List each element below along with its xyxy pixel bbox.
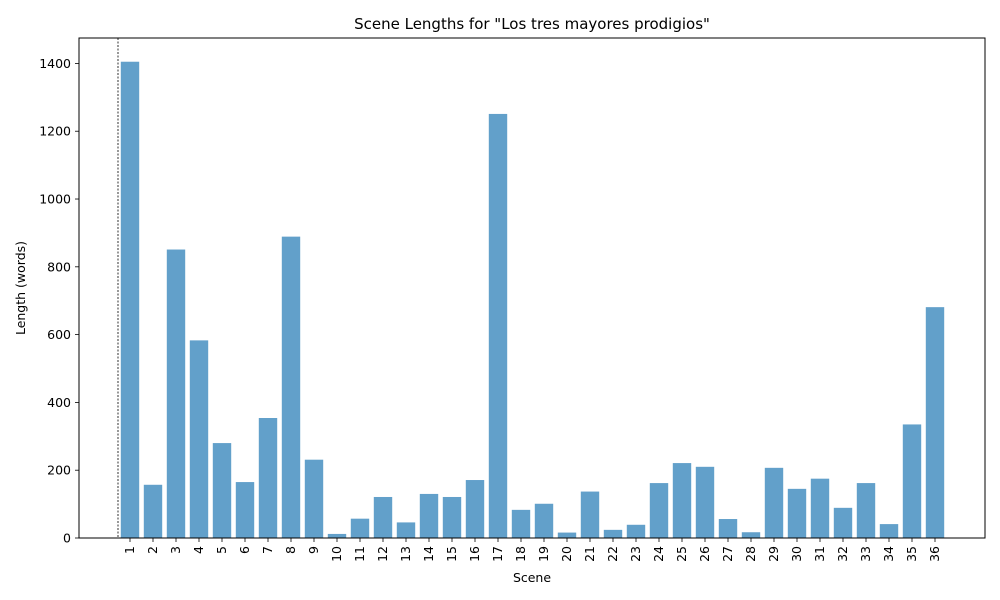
bar-scene-19	[534, 503, 554, 538]
x-tick-label: 26	[697, 546, 712, 562]
x-tick-label: 21	[582, 546, 597, 562]
bar-scene-21	[580, 491, 600, 538]
bar-scene-31	[810, 478, 830, 538]
x-tick-label: 10	[329, 546, 344, 562]
x-tick-label: 2	[145, 546, 160, 554]
bar-scene-22	[603, 529, 623, 538]
bar-scene-12	[373, 496, 393, 538]
x-axis-label: Scene	[513, 570, 551, 585]
bar-scene-14	[419, 493, 439, 538]
bar-scene-34	[879, 524, 899, 538]
bar-scene-8	[281, 236, 301, 538]
bar-scene-16	[465, 480, 485, 538]
x-tick-label: 8	[283, 546, 298, 554]
bar-scene-5	[212, 443, 232, 538]
bar-scene-27	[718, 519, 738, 538]
y-tick-label: 800	[47, 259, 71, 274]
x-tick-label: 9	[306, 546, 321, 554]
x-tick-label: 23	[628, 546, 643, 562]
bar-scene-17	[488, 113, 508, 539]
bar-scene-10	[327, 533, 347, 538]
x-tick-label: 24	[651, 546, 666, 562]
x-tick-label: 15	[444, 546, 459, 562]
x-tick-label: 17	[490, 546, 505, 562]
x-tick-label: 7	[260, 546, 275, 554]
bar-scene-6	[235, 482, 255, 538]
x-tick-label: 6	[237, 546, 252, 554]
bar-scene-30	[787, 488, 807, 538]
bar-scene-2	[143, 484, 163, 538]
y-axis: 0 200 400 600 800 1000 1200 1400	[39, 56, 79, 546]
bar-scene-35	[902, 424, 922, 538]
bar-scene-20	[557, 532, 577, 538]
x-tick-label: 31	[812, 546, 827, 562]
x-tick-label: 13	[398, 546, 413, 562]
bars-group	[120, 61, 945, 539]
y-tick-label: 1000	[39, 192, 71, 207]
y-tick-label: 1200	[39, 124, 71, 139]
x-tick-label: 28	[743, 546, 758, 562]
bar-scene-29	[764, 467, 784, 538]
bar-scene-1	[120, 61, 140, 538]
x-tick-label: 14	[421, 546, 436, 562]
bar-scene-4	[189, 340, 209, 538]
bar-scene-36	[925, 307, 945, 538]
x-tick-label: 11	[352, 546, 367, 562]
y-tick-label: 200	[47, 463, 71, 478]
bar-scene-24	[649, 483, 669, 538]
bar-scene-18	[511, 509, 531, 538]
x-tick-label: 3	[168, 546, 183, 554]
bar-scene-32	[833, 507, 853, 538]
x-tick-label: 33	[858, 546, 873, 562]
bar-scene-9	[304, 459, 324, 538]
x-tick-label: 18	[513, 546, 528, 562]
y-tick-label: 400	[47, 395, 71, 410]
x-tick-label: 34	[881, 546, 896, 562]
x-tick-label: 25	[674, 546, 689, 562]
y-tick-label: 600	[47, 327, 71, 342]
x-tick-label: 32	[835, 546, 850, 562]
x-tick-label: 19	[536, 546, 551, 562]
chart-title: Scene Lengths for "Los tres mayores prod…	[354, 15, 710, 33]
bar-scene-28	[741, 532, 761, 538]
x-tick-label: 20	[559, 546, 574, 562]
x-axis: 1 2 3 4 5 6 7 8 9 10 11 12 13 14 15 16 17 18 19 20 21 22 23 24 2…	[122, 538, 942, 562]
y-tick-label: 0	[63, 531, 71, 546]
y-tick-label: 1400	[39, 56, 71, 71]
bar-scene-13	[396, 522, 416, 538]
x-tick-label: 36	[927, 546, 942, 562]
y-axis-label: Length (words)	[13, 241, 28, 335]
bar-scene-26	[695, 466, 715, 538]
bar-scene-11	[350, 518, 370, 538]
x-tick-label: 12	[375, 546, 390, 562]
x-tick-label: 35	[904, 546, 919, 562]
bar-scene-23	[626, 524, 646, 538]
bar-scene-3	[166, 249, 186, 538]
x-tick-label: 30	[789, 546, 804, 562]
x-tick-label: 5	[214, 546, 229, 554]
plot-frame	[78, 37, 986, 539]
bar-scene-25	[672, 463, 692, 538]
bar-scene-33	[856, 483, 876, 538]
x-tick-label: 27	[720, 546, 735, 562]
x-tick-label: 1	[122, 546, 137, 554]
bar-scene-7	[258, 418, 278, 538]
x-tick-label: 16	[467, 546, 482, 562]
x-tick-label: 22	[605, 546, 620, 562]
x-tick-label: 29	[766, 546, 781, 562]
x-tick-label: 4	[191, 546, 206, 554]
bar-scene-15	[442, 496, 462, 538]
